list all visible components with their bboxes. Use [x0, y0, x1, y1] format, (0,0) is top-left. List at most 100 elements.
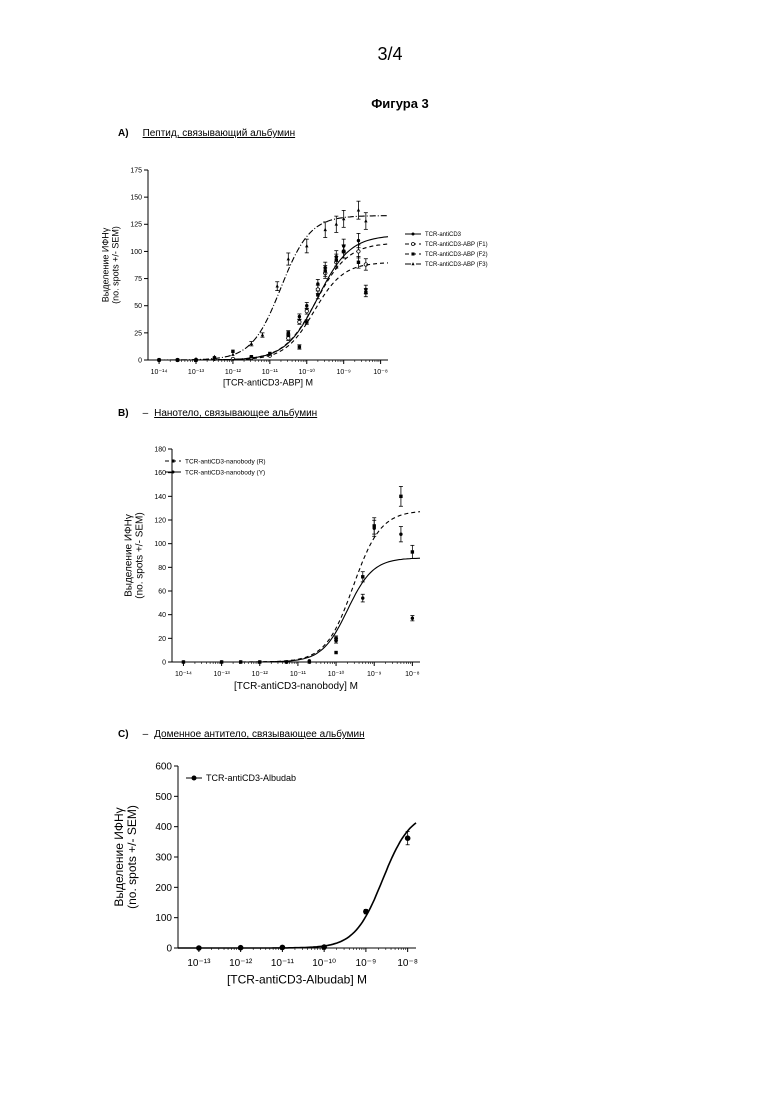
legend-marker: [411, 232, 414, 235]
data-point: [316, 293, 319, 296]
y-tick-label: 500: [155, 792, 172, 803]
data-point: [231, 350, 234, 353]
data-point: [399, 533, 402, 536]
data-point: [364, 219, 367, 222]
data-point: [361, 596, 364, 599]
x-tick-label: 10⁻¹³: [214, 671, 231, 678]
y-tick-label: 25: [134, 330, 142, 337]
data-point: [231, 353, 234, 356]
chart-a-group: 025507510012515017510⁻¹⁴10⁻¹³10⁻¹²10⁻¹¹1…: [101, 167, 488, 387]
y-tick-label: 20: [158, 636, 166, 643]
x-tick-label: 10⁻¹¹: [290, 671, 307, 678]
y-tick-label: 100: [154, 541, 166, 548]
y-tick-label: 0: [162, 659, 166, 666]
series-curve: [148, 263, 388, 360]
y-tick-label: 80: [158, 565, 166, 572]
x-tick-label: 10⁻¹⁰: [312, 958, 336, 969]
data-point: [261, 333, 264, 336]
data-point: [298, 315, 301, 318]
legend-label: TCR-antiCD3-ABP (F3): [425, 262, 488, 268]
data-point: [250, 355, 253, 358]
data-point: [287, 337, 290, 340]
y-tick-label: 400: [155, 822, 172, 833]
series-curve: [148, 216, 388, 360]
data-point: [196, 945, 202, 951]
data-point: [364, 291, 367, 294]
data-point: [285, 660, 288, 663]
legend-marker: [171, 459, 174, 462]
y-tick-label: 125: [130, 222, 142, 229]
y-tick-label: 150: [130, 195, 142, 202]
series-1: TCR-antiCD3-ABP (F1): [148, 242, 488, 362]
y-axis-label: Выделение ИФНγ: [112, 807, 126, 906]
legend-label: TCR-antiCD3-nanobody (R): [185, 458, 266, 465]
y-tick-label: 0: [138, 357, 142, 364]
series-curve: [148, 244, 388, 360]
series-0: TCR-antiCD3-Albudab: [178, 773, 416, 951]
x-tick-label: 10⁻¹⁰: [298, 368, 315, 376]
data-point: [238, 945, 244, 951]
data-point: [287, 257, 290, 260]
y-tick-label: 200: [155, 883, 172, 894]
y-tick-label: 175: [130, 167, 142, 174]
data-point: [334, 639, 337, 642]
panel-c-letter: C): [118, 729, 129, 740]
x-tick-label: 10⁻¹⁰: [328, 670, 345, 678]
x-tick-label: 10⁻⁹: [336, 369, 350, 376]
x-tick-label: 10⁻¹³: [188, 369, 205, 376]
legend-label: TCR-antiCD3-ABP (F1): [425, 242, 488, 248]
y-axis-label-units: (no. spots +/- SEM): [111, 226, 121, 304]
x-tick-label: 10⁻¹⁴: [151, 369, 168, 376]
panel-b-letter: B): [118, 408, 129, 419]
data-point: [276, 284, 279, 287]
legend-label: TCR-antiCD3-Albudab: [206, 773, 296, 783]
panel-b-title: Нанотело, связывающее альбумин: [154, 408, 317, 419]
data-point: [335, 258, 338, 261]
y-tick-label: 600: [155, 762, 172, 773]
x-tick-label: 10⁻¹¹: [271, 958, 295, 969]
chart-c-group: 010020030040050060010⁻¹³10⁻¹²10⁻¹¹10⁻¹⁰1…: [112, 762, 418, 987]
data-point: [268, 352, 271, 355]
x-tick-label: 10⁻¹²: [229, 958, 253, 969]
data-point: [357, 250, 360, 253]
series-curve: [178, 823, 416, 948]
chart-b-group: 02040608010012014016018010⁻¹⁴10⁻¹³10⁻¹²1…: [124, 446, 420, 692]
series-0: TCR-antiCD3-nanobody (R): [165, 458, 420, 663]
y-axis-label-units: (no. spots +/- SEM): [135, 512, 146, 598]
panel-c-label: C)–Доменное антитело, связывающее альбум…: [118, 729, 365, 740]
data-point: [411, 617, 414, 620]
legend-marker: [411, 242, 414, 245]
data-point: [305, 320, 308, 323]
data-point: [298, 345, 301, 348]
data-point: [357, 239, 360, 242]
x-axis-label: [TCR-antiCD3-ABP] M: [223, 378, 313, 388]
y-axis-label: Выделение ИФНγ: [101, 227, 111, 302]
y-axis-label-units: (no. spots +/- SEM): [125, 805, 139, 909]
data-point: [250, 342, 253, 345]
series-curve: [172, 512, 420, 662]
data-point: [357, 261, 360, 264]
x-tick-label: 10⁻¹¹: [262, 369, 279, 376]
legend-label: TCR-antiCD3-nanobody (Y): [185, 469, 265, 476]
data-point: [399, 495, 402, 498]
data-point: [308, 659, 311, 662]
x-tick-label: 10⁻⁸: [373, 369, 387, 376]
x-tick-label: 10⁻¹²: [252, 671, 269, 678]
y-tick-label: 120: [154, 517, 166, 524]
legend-marker: [411, 262, 414, 265]
x-axis-label: [TCR-antiCD3-nanobody] M: [234, 681, 358, 692]
y-tick-label: 160: [154, 470, 166, 477]
series-1: TCR-antiCD3-nanobody (Y): [165, 469, 420, 663]
y-tick-label: 300: [155, 853, 172, 864]
legend-marker: [191, 775, 196, 780]
data-point: [361, 575, 364, 578]
y-tick-label: 0: [166, 944, 172, 955]
data-point: [405, 835, 411, 841]
legend-marker: [411, 252, 414, 255]
y-tick-label: 100: [155, 913, 172, 924]
data-point: [411, 550, 414, 553]
panel-b-label: B)–Нанотело, связывающее альбумин: [118, 408, 317, 419]
data-point: [220, 660, 223, 663]
x-tick-label: 10⁻⁸: [405, 671, 419, 678]
data-point: [324, 269, 327, 272]
